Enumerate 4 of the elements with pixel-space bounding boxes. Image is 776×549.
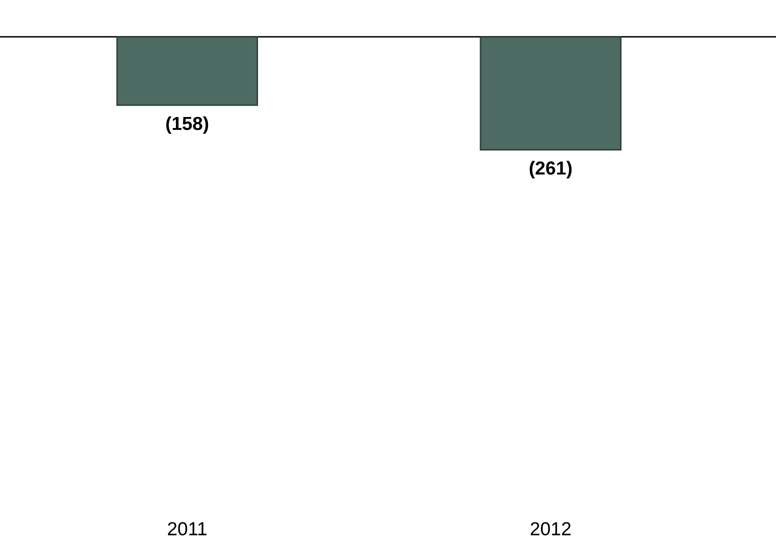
x-tick-label: 2012 (530, 522, 571, 536)
x-tick-label: 2011 (168, 522, 206, 536)
data-label: (158) (166, 116, 208, 134)
data-label: (261) (530, 160, 572, 178)
